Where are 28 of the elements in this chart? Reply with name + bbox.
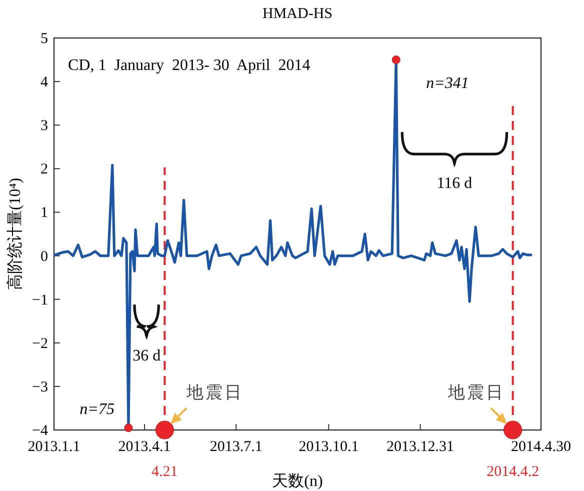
annotation: CD, 1 January 2013- 30 April 2014 — [68, 57, 310, 74]
y-tick-label: 4 — [40, 74, 48, 91]
y-tick-label: 2 — [40, 162, 48, 178]
ref-line-label: 4.21 — [152, 464, 178, 480]
x-tick-label: 2013.12.31 — [386, 439, 454, 455]
x-tick-label: 2013.10.1 — [298, 439, 359, 455]
x-tick-label: 2014.4.30 — [511, 439, 571, 455]
y-tick-label: 3 — [40, 118, 48, 134]
annotation: n=341 — [426, 74, 469, 92]
y-tick-label: 5 — [40, 31, 48, 47]
y-tick-label: −4 — [32, 423, 48, 439]
y-axis-title: 高阶统计量(10⁴) — [6, 178, 24, 290]
y-tick-label: 0 — [40, 248, 48, 265]
annotation: 地震日 — [186, 383, 244, 402]
x-tick-label: 2013.1.1 — [28, 439, 80, 455]
annotation: 36 d — [132, 348, 161, 365]
y-tick-label: −2 — [32, 336, 48, 352]
ref-line-label: 2014.4.2 — [486, 464, 540, 480]
y-tick-label: −3 — [32, 379, 48, 396]
chart-title: HMAD-HS — [262, 6, 333, 22]
annotation: 116 d — [436, 175, 472, 192]
y-tick-label: 1 — [40, 205, 48, 222]
y-tick-label: −1 — [32, 292, 48, 308]
x-tick-label: 2013.4.1 — [118, 439, 171, 455]
x-axis-title: 天数(n) — [272, 473, 323, 490]
x-tick-label: 2013.7.1 — [210, 439, 262, 455]
annotation: n=75 — [80, 400, 114, 418]
annotation: 地震日 — [446, 383, 505, 402]
